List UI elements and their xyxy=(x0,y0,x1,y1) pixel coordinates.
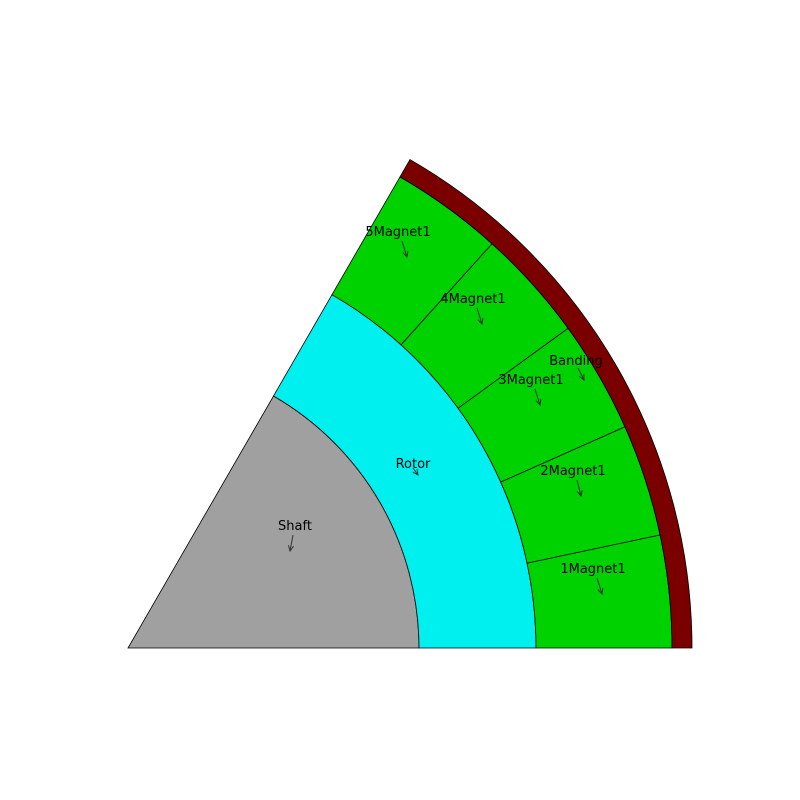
rotor-label: Rotor xyxy=(396,457,431,472)
magnet-1-pointer-arrow xyxy=(596,577,604,596)
magnet-3-label: 3Magnet1 xyxy=(498,373,563,388)
magnet-5-label: 5Magnet1 xyxy=(365,225,430,240)
banding-label: Banding xyxy=(549,354,602,369)
magnet-1-label: 1Magnet1 xyxy=(560,562,625,577)
shaft-label: Shaft xyxy=(278,519,312,534)
banding-pointer-arrow xyxy=(577,367,585,382)
rotor-pointer-arrow xyxy=(412,467,419,476)
magnet-5-pointer-arrow xyxy=(401,240,409,259)
magnet-4-label: 4Magnet1 xyxy=(440,292,505,307)
shaft-pointer-arrow xyxy=(287,534,294,553)
magnet-2-label: 2Magnet1 xyxy=(540,464,605,479)
magnet-4-pointer-arrow xyxy=(476,307,484,326)
magnet-3-pointer-arrow xyxy=(534,388,542,407)
magnet-2-pointer-arrow xyxy=(576,479,583,498)
banding-region xyxy=(399,159,693,649)
